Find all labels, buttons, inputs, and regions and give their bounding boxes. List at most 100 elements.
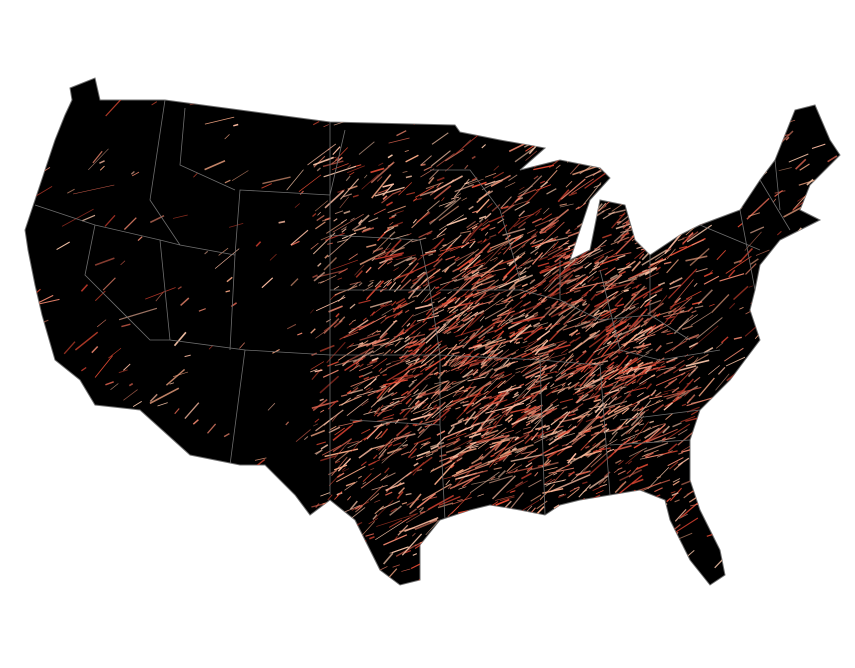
tornado-track: [691, 310, 697, 314]
tornado-track: [606, 448, 615, 453]
tornado-track: [575, 274, 580, 277]
tornado-track: [501, 408, 507, 411]
tornado-track: [653, 437, 676, 443]
tornado-track: [469, 340, 486, 350]
tornado-track: [612, 527, 620, 535]
tornado-track: [441, 197, 445, 202]
tornado-track: [387, 205, 406, 214]
tornado-track: [834, 577, 840, 582]
tornado-track: [618, 316, 633, 327]
tornado-track: [717, 78, 748, 82]
tornado-track: [453, 330, 459, 334]
tornado-track: [388, 519, 403, 528]
tornado-track: [472, 510, 481, 518]
tornado-track: [648, 428, 667, 442]
tornado-track: [386, 353, 421, 369]
tornado-track: [468, 439, 473, 442]
tornado-track: [598, 479, 605, 485]
tornado-track: [588, 296, 615, 316]
tornado-track: [332, 438, 353, 453]
tornado-track: [554, 429, 563, 435]
tornado-track: [581, 300, 586, 304]
tornado-track: [514, 147, 535, 163]
tornado-track: [600, 335, 620, 358]
tornado-track: [715, 373, 730, 391]
tornado-track: [716, 108, 724, 115]
tornado-track: [335, 548, 362, 570]
tornado-track: [544, 466, 558, 471]
tornado-track: [658, 574, 689, 585]
tornado-track: [495, 299, 514, 306]
tornado-track: [427, 494, 455, 511]
tornado-track: [487, 239, 512, 253]
tornado-track: [310, 309, 314, 314]
tornado-track: [531, 252, 544, 265]
tornado-track: [476, 413, 481, 417]
tornado-track: [589, 282, 598, 292]
tornado-track: [686, 398, 691, 404]
tornado-track: [638, 517, 655, 530]
tornado-track: [433, 185, 452, 200]
tornado-track: [606, 291, 618, 299]
tornado-track: [685, 359, 710, 367]
tornado-track: [634, 545, 644, 553]
tornado-track: [631, 228, 644, 238]
tornado-track: [469, 331, 476, 339]
tornado-track: [303, 436, 309, 441]
tornado-track: [337, 238, 349, 243]
tornado-track: [315, 449, 323, 455]
tornado-track: [571, 413, 590, 420]
tornado-track: [645, 272, 659, 280]
tornado-track: [674, 565, 690, 574]
tornado-track: [716, 249, 727, 261]
tornado-track: [661, 328, 669, 334]
tornado-track: [550, 307, 570, 318]
tornado-track: [520, 499, 540, 512]
tornado-track: [257, 79, 263, 83]
tornado-track: [431, 311, 457, 328]
tornado-track: [593, 255, 605, 264]
tornado-track: [549, 408, 554, 412]
tornado-track: [616, 82, 628, 89]
tornado-track: [599, 545, 621, 558]
tornado-track: [469, 240, 476, 249]
tornado-track: [204, 116, 235, 125]
tornado-track: [220, 493, 241, 501]
tornado-track: [469, 537, 488, 555]
tornado-track: [530, 419, 542, 432]
tornado-track: [353, 109, 360, 113]
tornado-track: [382, 414, 395, 419]
tornado-track: [613, 574, 622, 579]
tornado-track: [399, 278, 412, 291]
tornado-track: [608, 405, 616, 410]
tornado-track: [470, 563, 510, 581]
tornado-track: [665, 359, 676, 363]
tornado-track: [443, 431, 461, 439]
tornado-track: [518, 548, 533, 555]
tornado-track: [716, 190, 724, 195]
tornado-track: [369, 375, 375, 379]
tornado-track: [423, 441, 431, 447]
tornado-track: [829, 256, 834, 260]
tornado-track: [183, 94, 191, 99]
tornado-track: [357, 475, 362, 479]
tornado-track: [483, 372, 490, 379]
tornado-track: [484, 172, 497, 178]
tornado-track: [487, 459, 495, 464]
tornado-track: [643, 178, 651, 187]
tornado-track: [329, 425, 337, 431]
tornado-track: [63, 341, 76, 355]
tornado-track: [372, 358, 388, 370]
tornado-track: [510, 453, 543, 463]
tornado-track: [481, 244, 505, 269]
tornado-track: [295, 429, 311, 443]
tornado-track: [445, 200, 456, 208]
tornado-track: [627, 386, 647, 393]
tornado-track: [538, 255, 549, 261]
tornado-track: [595, 443, 601, 448]
tornado-track: [614, 480, 627, 494]
tornado-track: [820, 467, 840, 493]
tornado-track: [640, 321, 648, 328]
tornado-track: [442, 415, 447, 421]
tornado-track: [766, 517, 790, 540]
